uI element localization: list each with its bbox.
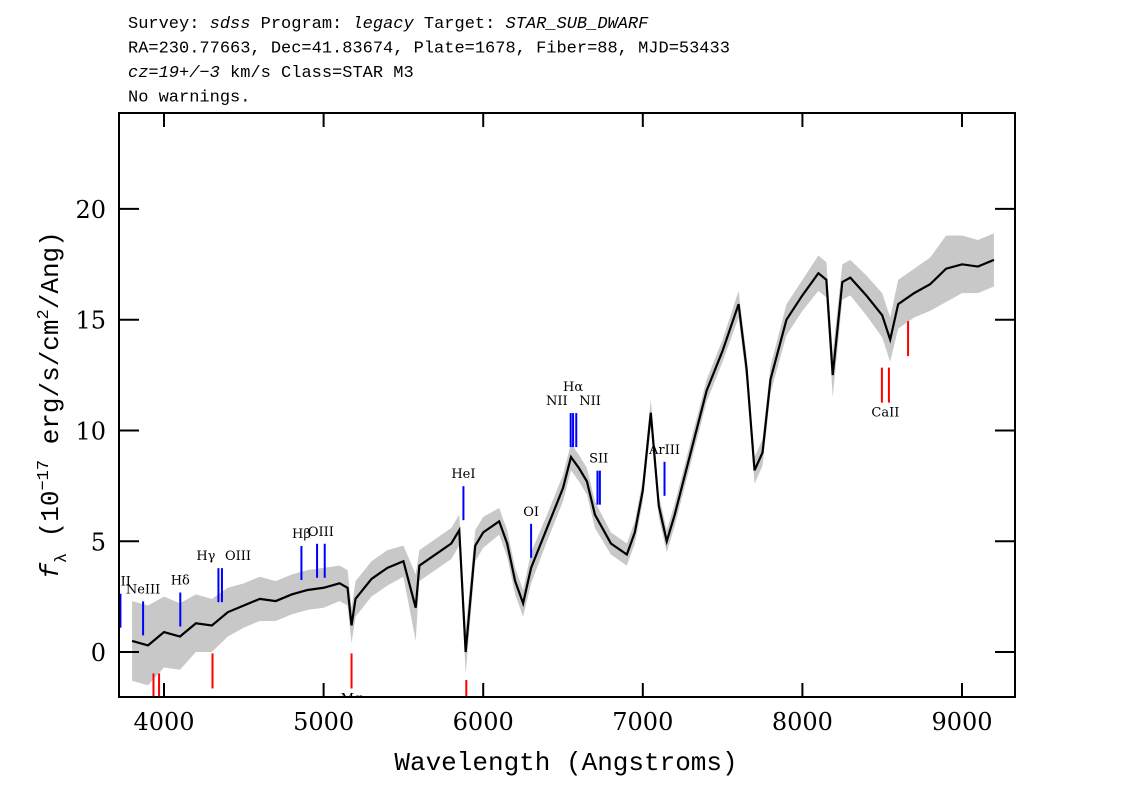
x-tick-label: 4000 (133, 708, 194, 736)
line-label: OIII (225, 549, 251, 564)
header-text: legacy (352, 15, 414, 34)
header-line: cz=19+/−3 km/s Class=STAR M3 (128, 64, 414, 83)
y-tick-label: 0 (91, 639, 106, 667)
y-axis-label: fλ (10−17 erg/s/cm2/Ang) (35, 231, 72, 579)
line-label: NII (579, 394, 601, 409)
line-label: ArIII (648, 443, 680, 458)
y-label-part: (10 (36, 491, 66, 553)
line-label: OII (110, 575, 131, 590)
header-text: Program: (250, 15, 352, 34)
header-line: No warnings. (128, 89, 250, 108)
y-label-part: erg/s/cm (36, 319, 66, 459)
line-label: NeIII (126, 582, 160, 597)
header-text: STAR_SUB_DWARF (506, 15, 650, 34)
axes: 4000 5000 6000 7000 8000 9000 0 5 10 15 20 Waveleng… (35, 113, 1015, 778)
line-label: OI (523, 505, 539, 520)
header-text: Target: (414, 15, 506, 34)
header-line: Survey: sdss Program: legacy Target: STA… (128, 15, 649, 34)
line-label: HeI (451, 467, 475, 482)
line-label: Mg (341, 691, 363, 706)
x-axis-label: Wavelength (Angstroms) (394, 748, 737, 778)
spectrum (131, 258, 995, 653)
x-tick-label: 6000 (453, 708, 514, 736)
y-label-part: f (36, 562, 66, 579)
line-label: Hγ (196, 549, 215, 564)
y-label-part: −17 (35, 460, 54, 491)
line-label: NII (546, 394, 568, 409)
y-tick-label: 15 (75, 307, 106, 335)
header-text: No warnings. (128, 89, 250, 108)
x-tick-label: 9000 (931, 708, 992, 736)
header-line: RA=230.77663, Dec=41.83674, Plate=1678, … (128, 40, 730, 59)
header-text: km/s Class=STAR M3 (220, 64, 414, 83)
line-label: CaII (871, 406, 899, 421)
y-label-part: λ (53, 553, 72, 563)
y-tick-label: 5 (91, 528, 106, 556)
header-text: sdss (210, 15, 251, 34)
y-label-part: /Ang) (36, 231, 66, 309)
plot-frame (118, 112, 1016, 698)
x-tick-label: 5000 (293, 708, 354, 736)
line-label: Hδ (171, 574, 190, 589)
header-text: Survey: (128, 15, 210, 34)
y-label-part: 2 (35, 309, 54, 319)
line-label: SII (589, 452, 608, 467)
x-tick-label: 7000 (612, 708, 673, 736)
header-text: RA=230.77663, Dec=41.83674, Plate=1678, … (128, 40, 730, 59)
line-label: Hα (563, 380, 583, 395)
y-tick-label: 20 (75, 196, 106, 224)
header-text: cz=19+/−3 (128, 64, 220, 83)
x-tick-label: 8000 (772, 708, 833, 736)
header: Survey: sdss Program: legacy Target: STA… (128, 15, 730, 108)
line-label: Hβ (292, 527, 311, 542)
line-label: OIII (308, 525, 334, 540)
y-tick-label: 10 (75, 417, 106, 445)
error-band (132, 233, 994, 686)
